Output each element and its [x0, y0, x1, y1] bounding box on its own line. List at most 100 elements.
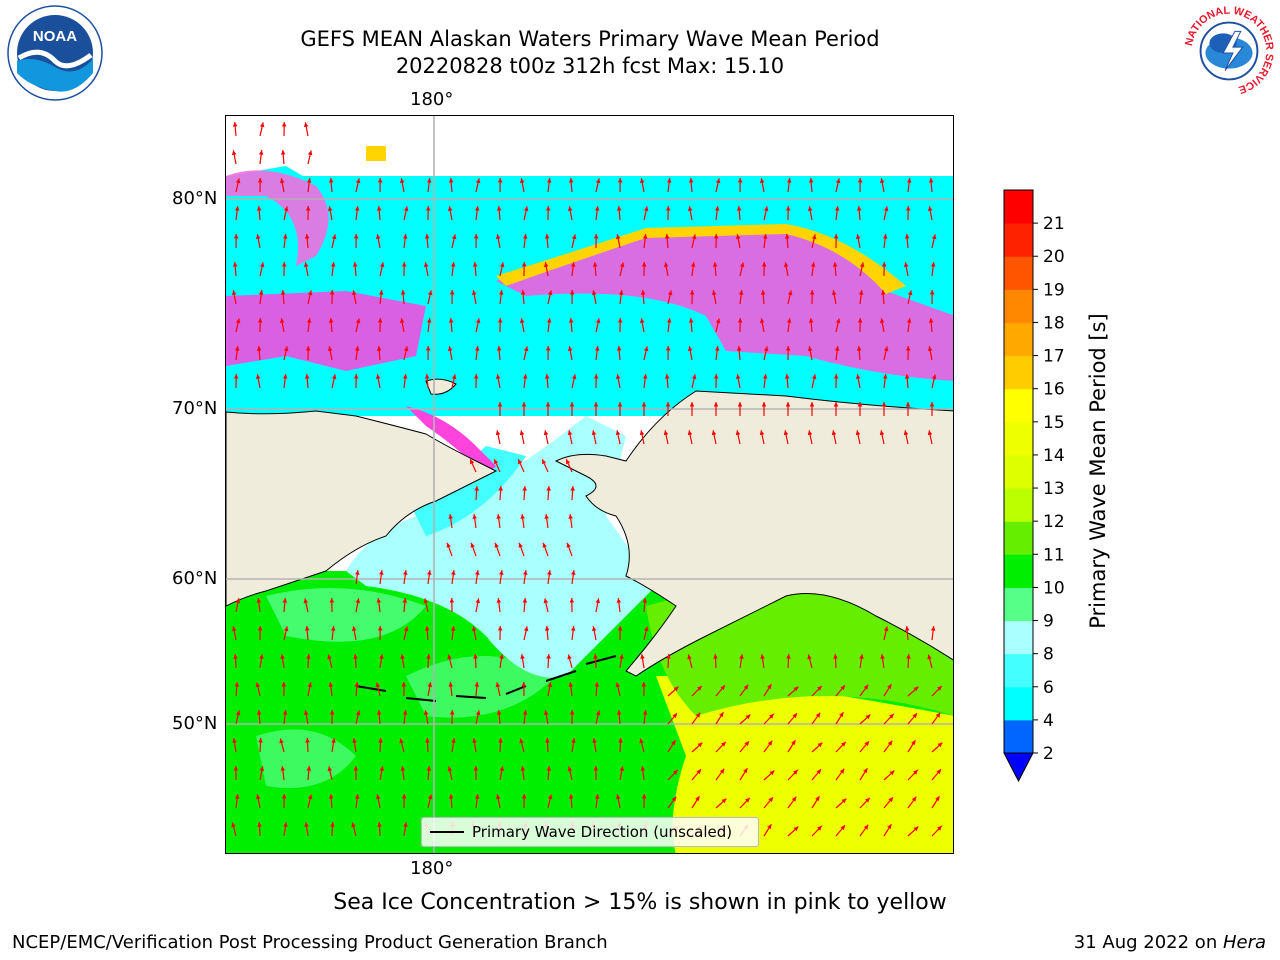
- wave-arrow-head: [448, 514, 453, 519]
- wave-arrow-head: [473, 654, 478, 659]
- wave-arrow-head: [497, 178, 503, 183]
- wave-arrow-head: [355, 570, 360, 575]
- wave-arrow-head: [719, 768, 725, 774]
- wave-arrow-head: [816, 685, 822, 691]
- wave-arrow-head: [375, 374, 381, 380]
- wave-arrow-head: [739, 654, 744, 659]
- wave-arrow-head: [592, 738, 597, 743]
- legend-line-swatch: [430, 831, 464, 833]
- wave-arrow-head: [665, 402, 671, 407]
- wave-arrow-head: [865, 714, 871, 720]
- wave-arrow-head: [329, 598, 335, 603]
- wave-arrow-head: [714, 206, 720, 211]
- colorbar-segment: [1004, 388, 1033, 423]
- wave-arrow-head: [855, 234, 861, 240]
- wave-arrow-head: [282, 598, 288, 603]
- machine-name: Hera: [1222, 932, 1266, 953]
- wave-arrow-head: [353, 766, 359, 771]
- wave-arrow-head: [375, 234, 381, 240]
- wave-arrow-head: [593, 402, 599, 407]
- wave-arrow-head: [351, 626, 357, 632]
- wave-arrow-head: [475, 570, 480, 575]
- wave-arrow-head: [377, 626, 383, 631]
- colorbar-segment: [1004, 256, 1033, 290]
- wave-arrow-head: [736, 346, 742, 351]
- graticule: [226, 116, 953, 853]
- wave-arrow-head: [306, 766, 312, 771]
- wave-arrow-head: [639, 430, 645, 436]
- wave-arrow-head: [545, 738, 550, 743]
- wave-arrow-head: [672, 769, 678, 775]
- wave-arrow-head: [696, 685, 702, 691]
- wave-arrow-head: [353, 234, 359, 239]
- wave-arrow-head: [280, 290, 286, 295]
- legend-label: Primary Wave Direction (unscaled): [472, 823, 733, 841]
- wave-arrow-head: [879, 178, 885, 184]
- wave-arrow-head: [834, 206, 840, 211]
- wave-arrow-head: [546, 318, 552, 323]
- colorbar-tick-label: 10: [1043, 578, 1065, 598]
- wave-arrow-head: [522, 598, 528, 603]
- wave-arrow-head: [495, 374, 501, 380]
- wave-arrow-head: [547, 290, 553, 296]
- wave-arrow-head: [379, 570, 384, 575]
- wave-arrow-head: [401, 262, 407, 267]
- wave-arrow-head: [474, 346, 480, 351]
- wave-arrow-head: [402, 374, 408, 379]
- colorbar-segment: [1004, 587, 1033, 622]
- wave-arrow-head: [496, 206, 502, 211]
- wave-arrow-head: [426, 178, 432, 183]
- wave-arrow-head: [451, 234, 457, 240]
- wave-arrow-head: [475, 710, 481, 716]
- sea-ice-note: Sea Ice Concentration > 15% is shown in …: [333, 890, 947, 915]
- wave-arrow-head: [689, 402, 695, 407]
- wave-arrow-head: [715, 178, 721, 184]
- wave-arrow-head: [376, 206, 382, 211]
- wave-arrow-head: [399, 178, 405, 184]
- wave-arrow-head: [619, 262, 625, 268]
- wave-arrow-head: [235, 178, 241, 184]
- wave-arrow-head: [233, 654, 238, 659]
- wave-arrow-head: [447, 346, 453, 352]
- wave-arrow-head: [259, 122, 265, 128]
- wave-arrow-head: [761, 262, 767, 267]
- wave-arrow-head: [593, 234, 599, 239]
- wave-arrow-head: [760, 654, 765, 659]
- wave-arrow-head: [399, 318, 405, 324]
- wave-arrow-head: [423, 262, 429, 268]
- wave-arrow-head: [424, 626, 430, 631]
- wave-arrow-head: [595, 598, 601, 604]
- wave-arrow-head: [639, 318, 645, 324]
- wave-arrow-head: [571, 570, 576, 575]
- wave-arrow-head: [594, 346, 600, 351]
- wave-arrow-head: [425, 738, 430, 743]
- wave-arrow-head: [401, 794, 407, 799]
- wave-arrow-head: [931, 374, 937, 380]
- colorbar-tick-label: 21: [1043, 214, 1065, 234]
- wave-arrow-head: [833, 234, 839, 239]
- wave-arrow-head: [355, 318, 361, 324]
- wave-arrow-head: [520, 514, 525, 519]
- wave-arrow-head: [713, 374, 719, 379]
- wave-arrow-head: [738, 290, 744, 295]
- colorbar-tick-label: 18: [1043, 313, 1065, 333]
- wave-arrow-head: [904, 374, 910, 379]
- wave-arrow-head: [378, 290, 384, 295]
- wave-arrow-head: [763, 206, 769, 212]
- wave-arrow-head: [666, 318, 672, 323]
- wave-arrow-head: [833, 374, 839, 379]
- wave-arrow-head: [713, 654, 718, 659]
- wave-arrow-head: [423, 598, 429, 604]
- map-legend: Primary Wave Direction (unscaled): [421, 817, 759, 847]
- colorbar-tick-label: 11: [1043, 545, 1065, 565]
- wave-arrow-head: [231, 626, 237, 632]
- wave-arrow-head: [883, 626, 889, 632]
- wave-arrow-head: [256, 598, 262, 603]
- wave-arrow-head: [568, 318, 574, 323]
- wave-arrow-head: [615, 794, 621, 800]
- wave-arrow-head: [523, 346, 529, 352]
- wave-arrow-head: [235, 318, 241, 324]
- wave-arrow-head: [282, 234, 288, 239]
- wave-arrow-head: [546, 766, 552, 771]
- wave-arrow-head: [521, 682, 527, 687]
